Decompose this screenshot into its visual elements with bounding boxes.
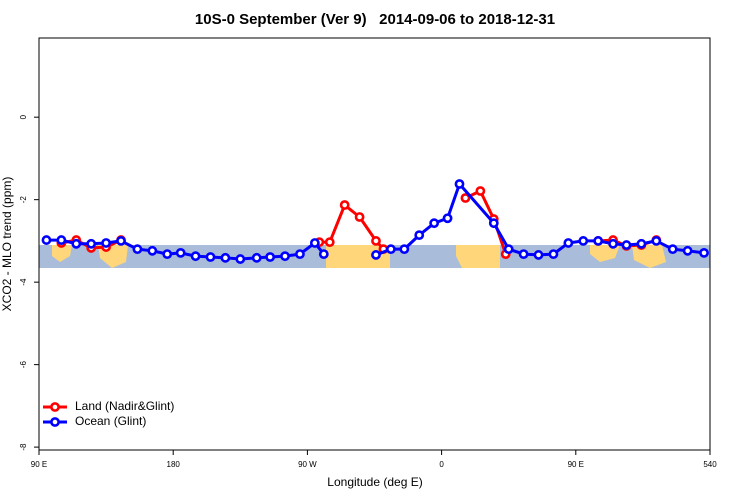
x-tick-label: 180	[167, 460, 181, 469]
land-patch	[590, 245, 620, 262]
data-point	[235, 254, 246, 264]
data-point	[71, 238, 82, 249]
data-point	[503, 244, 514, 255]
data-point	[251, 252, 262, 263]
y-tick-label: 0	[19, 114, 28, 119]
data-point	[454, 179, 465, 189]
data-point	[533, 250, 544, 260]
data-point	[475, 186, 486, 196]
land-patch	[52, 245, 72, 262]
x-tick-label: 90 E	[31, 460, 47, 469]
data-point	[175, 247, 186, 258]
data-point	[132, 244, 143, 255]
legend-label: Ocean (Glint)	[75, 414, 146, 428]
data-point	[339, 200, 350, 210]
y-tick-label: -6	[19, 361, 28, 369]
y-tick-label: -2	[19, 196, 28, 204]
data-point	[651, 236, 662, 246]
legend: Land (Nadir&Glint)Ocean (Glint)	[43, 399, 174, 428]
data-point	[518, 249, 529, 260]
data-point	[295, 249, 305, 260]
data-point	[429, 218, 440, 229]
data-point	[442, 213, 453, 224]
x-tick-label: 90 E	[568, 460, 584, 469]
y-tick-label: -8	[19, 443, 28, 451]
data-point	[147, 245, 158, 256]
x-tick-label: 0	[439, 460, 444, 469]
data-point	[190, 251, 201, 262]
y-axis-label: XCO2 - MLO trend (ppm)	[0, 177, 14, 312]
data-point	[414, 230, 425, 241]
data-point	[371, 250, 381, 260]
data-point	[309, 238, 320, 248]
data-point	[280, 251, 290, 262]
data-point	[621, 240, 632, 250]
data-point	[667, 244, 678, 255]
chart-title: 10S-0 September (Ver 9) 2014-09-06 to 20…	[195, 11, 555, 28]
data-point	[699, 247, 709, 258]
x-axis-label: Longitude (deg E)	[327, 475, 422, 489]
data-point	[162, 249, 173, 260]
data-point	[371, 236, 381, 246]
data-point	[608, 238, 618, 249]
data-point	[399, 244, 410, 255]
data-point	[460, 193, 471, 203]
data-point	[354, 212, 365, 222]
data-point	[56, 235, 67, 245]
land-patch	[456, 245, 500, 268]
data-point	[41, 235, 52, 245]
x-tick-label: 540	[703, 460, 717, 469]
plot-frame	[38, 37, 711, 451]
data-point	[578, 236, 589, 246]
data-point	[86, 238, 97, 249]
data-point	[563, 238, 574, 248]
data-point	[488, 218, 499, 229]
data-point	[205, 252, 216, 262]
data-point	[116, 236, 126, 246]
data-point	[386, 244, 396, 255]
data-point	[682, 245, 693, 256]
legend-label: Land (Nadir&Glint)	[75, 399, 174, 413]
data-point	[318, 249, 329, 260]
legend-marker	[50, 417, 60, 427]
data-point	[265, 252, 276, 262]
data-point	[220, 252, 231, 263]
data-point	[636, 238, 647, 249]
land-patch	[632, 245, 666, 268]
data-point	[548, 249, 559, 260]
data-point	[101, 238, 111, 248]
legend-marker	[50, 402, 60, 412]
x-tick-label: 90 W	[298, 460, 317, 469]
data-point	[324, 237, 335, 248]
data-point	[593, 236, 604, 246]
y-tick-label: -4	[19, 278, 28, 286]
